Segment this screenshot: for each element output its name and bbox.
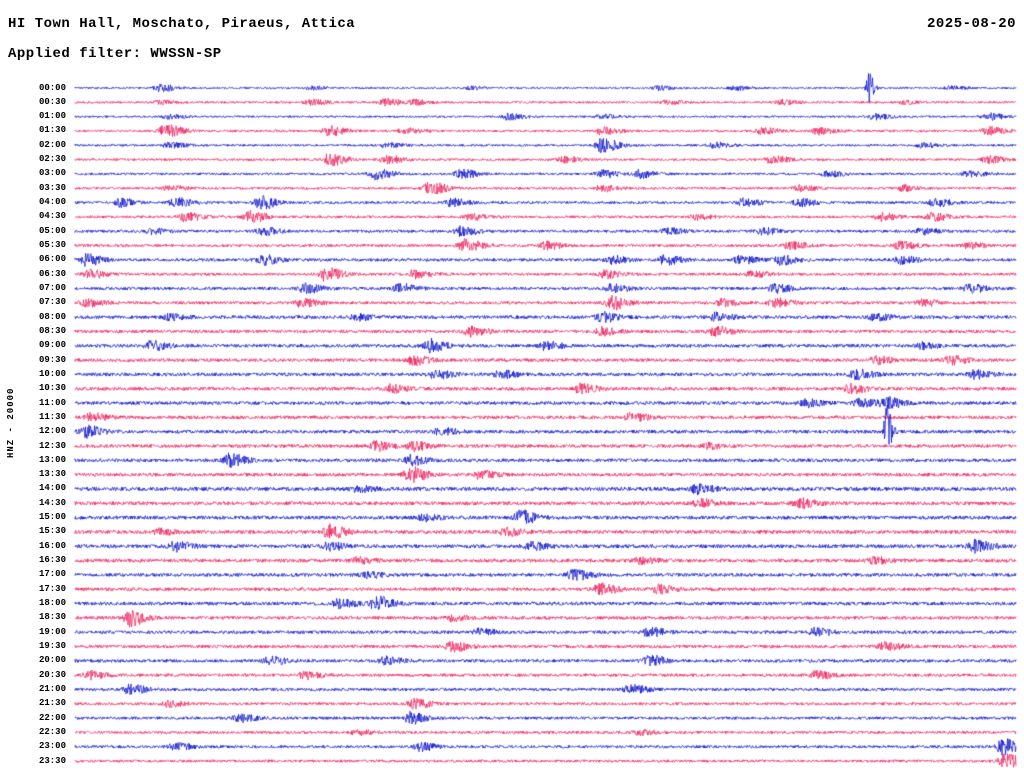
row-time-label: 03:00 (38, 168, 66, 179)
row-time-label: 01:30 (38, 125, 66, 136)
row-time-label: 08:00 (38, 311, 66, 322)
row-time-label: 12:00 (38, 426, 66, 437)
row-time-label: 16:30 (38, 555, 66, 566)
row-time-label: 02:30 (38, 154, 66, 165)
row-time-label: 10:30 (38, 383, 66, 394)
row-time-label: 06:30 (38, 268, 66, 279)
row-time-label: 09:00 (38, 340, 66, 351)
row-time-label: 20:30 (38, 669, 66, 680)
row-time-label: 17:30 (38, 583, 66, 594)
row-time-label: 18:00 (38, 598, 66, 609)
row-time-label: 12:30 (38, 440, 66, 451)
filter-label: Applied filter: WWSSN-SP (8, 46, 222, 62)
row-time-label: 11:00 (38, 397, 66, 408)
row-time-label: 07:00 (38, 282, 66, 293)
row-time-label: 14:00 (38, 483, 66, 494)
row-time-label: 02:00 (38, 139, 66, 150)
row-time-label: 09:30 (38, 354, 66, 365)
row-time-label: 20:00 (38, 655, 66, 666)
time-labels: 00:00 00:30 01:00 01:30 02:00 02:30 03:00 03:30… (0, 0, 70, 780)
row-time-label: 13:30 (38, 469, 66, 480)
row-time-label: 15:00 (38, 512, 66, 523)
row-time-label: 19:00 (38, 626, 66, 637)
row-time-label: 05:00 (38, 225, 66, 236)
row-time-label: 00:30 (38, 96, 66, 107)
station-title: HI Town Hall, Moschato, Piraeus, Attica (8, 16, 356, 32)
row-time-label: 05:30 (38, 240, 66, 251)
row-time-label: 22:00 (38, 712, 66, 723)
row-time-label: 22:30 (38, 726, 66, 737)
row-time-label: 04:00 (38, 197, 66, 208)
row-time-label: 23:30 (38, 755, 66, 766)
row-time-label: 00:00 (38, 82, 66, 93)
row-time-label: 08:30 (38, 325, 66, 336)
row-time-label: 11:30 (38, 411, 66, 422)
row-time-label: 06:00 (38, 254, 66, 265)
row-time-label: 10:00 (38, 368, 66, 379)
row-time-label: 07:30 (38, 297, 66, 308)
row-time-label: 04:30 (38, 211, 66, 222)
row-time-label: 13:00 (38, 454, 66, 465)
date-label: 2025-08-20 (926, 16, 1016, 32)
row-time-label: 21:00 (38, 683, 66, 694)
row-time-label: 03:30 (38, 182, 66, 193)
row-time-label: 01:00 (38, 111, 66, 122)
row-time-label: 15:30 (38, 526, 66, 537)
row-time-label: 21:30 (38, 698, 66, 709)
row-time-label: 14:30 (38, 497, 66, 508)
row-time-label: 23:00 (38, 741, 66, 752)
row-time-label: 17:00 (38, 569, 66, 580)
row-time-label: 18:30 (38, 612, 66, 623)
row-time-label: 16:00 (38, 540, 66, 551)
row-time-label: 19:30 (38, 640, 66, 651)
